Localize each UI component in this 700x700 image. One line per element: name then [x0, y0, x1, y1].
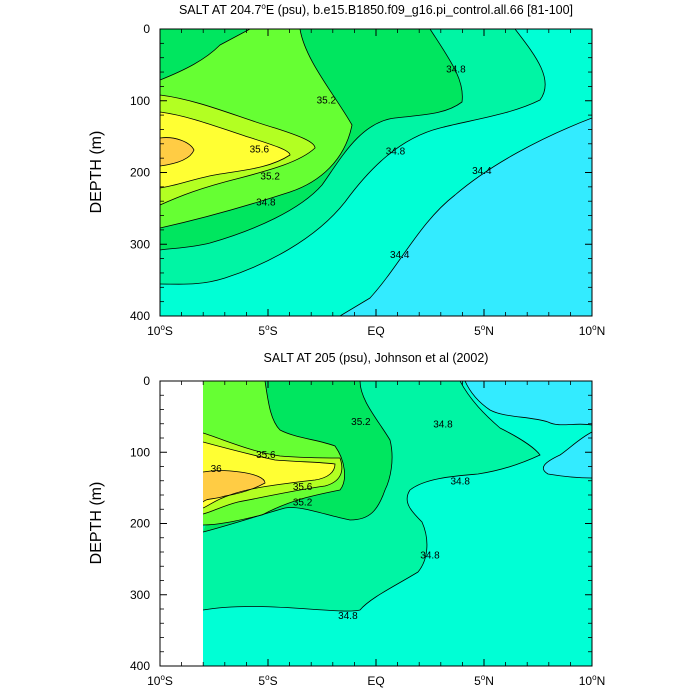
- contour-label: 34.8: [420, 550, 440, 561]
- panel1-contour-labels: 35.6 35.2 34.8 35.2 34.8 34.8 34.4 34.4: [250, 65, 492, 261]
- x-tick-label: 10oS: [147, 323, 173, 338]
- fill-gt-36: [160, 137, 194, 166]
- y-tick-label: 300: [130, 237, 150, 251]
- contour-label: 34.8: [433, 419, 453, 430]
- contour-label: 34.8: [338, 611, 358, 622]
- contour-label: 35.2: [293, 498, 313, 509]
- x-tick-label: 5oS: [258, 673, 277, 688]
- contour-label: 34.4: [472, 166, 492, 177]
- contour-label: 34.8: [386, 146, 406, 157]
- panel2-title: SALT AT 205 (psu), Johnson et al (2002): [264, 351, 489, 365]
- contour-label: 35.2: [317, 96, 337, 107]
- fill-lt-34-4: [543, 432, 592, 478]
- x-tick-label: 5oN: [474, 323, 494, 338]
- y-tick-label: 0: [143, 374, 150, 388]
- panel2-contour-lines: [203, 381, 592, 612]
- contour-label: 35.6: [256, 450, 276, 461]
- x-tick-label: EQ: [367, 674, 384, 688]
- y-tick-label: 200: [130, 166, 150, 180]
- contour-label: 35.2: [351, 417, 371, 428]
- contour-label: 36: [211, 464, 223, 475]
- contour-label: 34.8: [446, 65, 466, 76]
- y-tick-label: 400: [130, 309, 150, 323]
- x-tick-label: 10oN: [579, 673, 605, 688]
- panel1-y-axis-label: DEPTH (m): [88, 131, 105, 214]
- panel2-y-axis-label: DEPTH (m): [88, 482, 105, 565]
- observed-salinity-panel: SALT AT 205 (psu), Johnson et al (2002): [88, 351, 605, 688]
- contour-label: 35.6: [250, 144, 270, 155]
- contour-label: 35.6: [293, 482, 313, 493]
- fill-35-8-36: [160, 112, 290, 188]
- y-tick-label: 200: [130, 517, 150, 531]
- x-tick-label: 5oS: [258, 323, 277, 338]
- y-tick-label: 0: [143, 22, 150, 36]
- y-tick-label: 100: [130, 445, 150, 459]
- panel2-contour-labels: 35.6 36 35.6 35.2 35.2 34.8 34.8 34.8 34.8: [211, 417, 471, 622]
- y-tick-label: 300: [130, 588, 150, 602]
- contour-label: 34.8: [451, 476, 471, 487]
- panel2-contour-fills: 35.6 36 35.6 35.2 35.2 34.8 34.8 34.8 34.8: [203, 381, 592, 666]
- contour-label: 34.4: [390, 250, 410, 261]
- y-tick-label: 400: [130, 659, 150, 673]
- x-tick-label: 10oS: [147, 673, 173, 688]
- panel1-contour-lines: [160, 29, 592, 316]
- x-tick-label: 10oN: [579, 323, 605, 338]
- contour-label: 34.8: [256, 197, 276, 208]
- model-salinity-panel: SALT AT 204.7oE (psu), b.e15.B1850.f09_g…: [88, 2, 605, 338]
- y-tick-label: 100: [130, 94, 150, 108]
- x-tick-label: 5oN: [474, 673, 494, 688]
- x-tick-label: EQ: [367, 324, 384, 338]
- fill-lt-34-4: [465, 381, 592, 425]
- fill-gt-36: [203, 470, 265, 502]
- contour-label: 35.2: [260, 172, 280, 183]
- panel1-title: SALT AT 204.7oE (psu), b.e15.B1850.f09_g…: [179, 2, 573, 17]
- panel1-contour-fills: 35.6 35.2 34.8 35.2 34.8 34.8 34.4 34.4: [160, 29, 592, 316]
